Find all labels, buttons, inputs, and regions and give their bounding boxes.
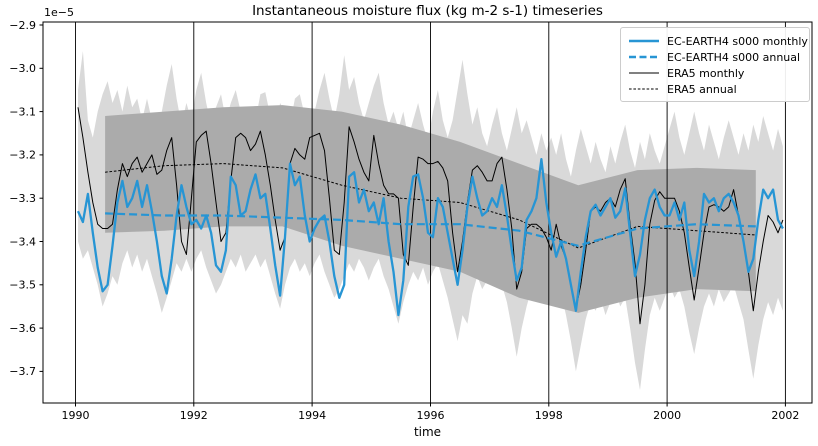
y-tick-label: −3.5 — [9, 279, 36, 292]
legend-item: ERA5 monthly — [628, 65, 802, 81]
legend-sample-line-icon — [629, 39, 659, 43]
chart-title: Instantaneous moisture flux (kg m-2 s-1)… — [252, 3, 603, 19]
legend-item-label: ERA5 annual — [667, 82, 737, 96]
legend-item: EC-EARTH4 s000 annual — [628, 49, 802, 65]
legend-item-label: ERA5 monthly — [667, 66, 745, 80]
x-axis-label: time — [413, 425, 442, 439]
x-tick-label: 1994 — [298, 409, 326, 422]
y-tick-label: −3.0 — [9, 62, 36, 75]
x-tick-label: 2002 — [771, 409, 799, 422]
y-tick-label: −3.7 — [9, 365, 36, 378]
legend-sample-line-icon — [629, 72, 659, 74]
series-line-era5-monthly — [77, 107, 784, 325]
legend-item-label: EC-EARTH4 s000 annual — [667, 50, 801, 64]
legend-sample-line-icon — [629, 88, 659, 90]
series-line-ec-earth4-s000-monthly — [76, 158, 784, 317]
x-tick-label: 1996 — [417, 409, 445, 422]
x-tick-label: 1990 — [62, 409, 90, 422]
y-axis-offset-label: 1e−5 — [44, 6, 74, 19]
legend: EC-EARTH4 s000 monthly EC-EARTH4 s000 ann… — [620, 27, 810, 102]
x-tick-label: 2000 — [653, 409, 681, 422]
y-tick-label: −3.2 — [9, 149, 36, 162]
y-tick-label: −3.1 — [9, 105, 36, 118]
legend-item-label: EC-EARTH4 s000 monthly — [667, 34, 808, 48]
x-tick-label: 1992 — [180, 409, 208, 422]
x-tick-label: 1998 — [535, 409, 563, 422]
y-tick-label: −3.6 — [9, 322, 36, 335]
y-tick-label: −3.4 — [9, 235, 36, 248]
series-line-ec-earth4-s000-annual — [105, 212, 756, 247]
legend-sample-line-icon — [629, 55, 659, 59]
axes-spines — [42, 21, 813, 404]
legend-item: EC-EARTH4 s000 monthly — [628, 33, 808, 49]
y-tick-label: −2.9 — [9, 19, 36, 32]
y-tick-label: −3.3 — [9, 192, 36, 205]
legend-item: ERA5 annual — [628, 81, 802, 97]
